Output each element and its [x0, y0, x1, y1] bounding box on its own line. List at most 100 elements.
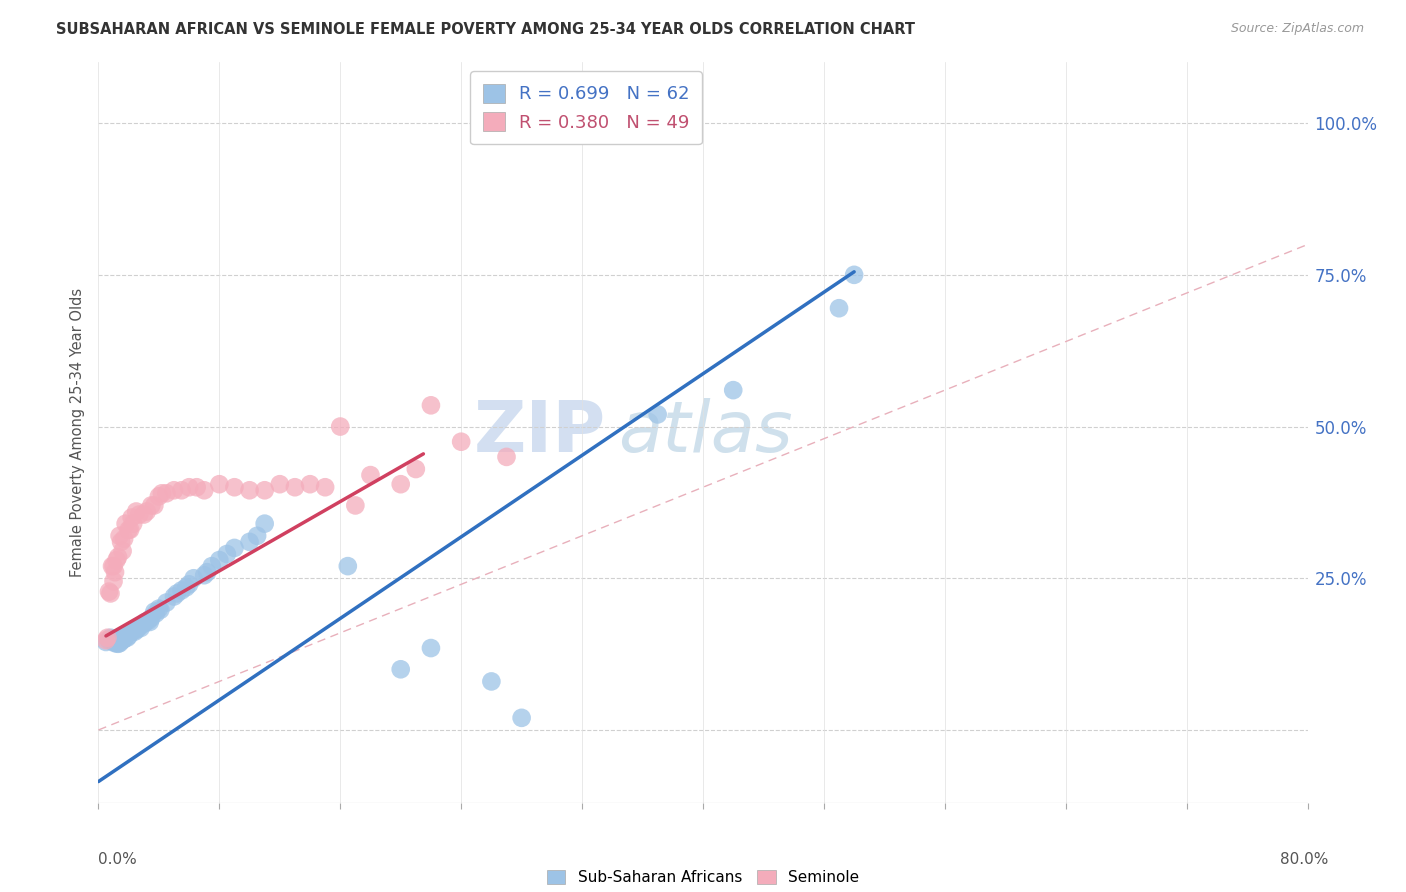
Point [166, 586, 188, 600]
Point [420, 641, 443, 656]
Y-axis label: Female Poverty Among 25-34 Year Olds: Female Poverty Among 25-34 Year Olds [70, 288, 86, 577]
Point [336, 559, 359, 574]
Text: 80.0%: 80.0% [1281, 852, 1329, 867]
Point [107, 549, 129, 564]
Point [723, 383, 745, 397]
Point [115, 631, 138, 645]
Point [174, 580, 197, 594]
Point [110, 633, 132, 648]
Point [510, 711, 533, 725]
Point [98, 633, 121, 648]
Point [111, 631, 134, 645]
Point [314, 480, 336, 494]
Point [128, 508, 150, 522]
Point [828, 301, 851, 316]
Point [134, 615, 156, 629]
Point [269, 477, 291, 491]
Point [121, 510, 143, 524]
Point [170, 483, 193, 498]
Point [344, 499, 367, 513]
Point [100, 631, 122, 645]
Point [112, 532, 135, 546]
Text: ZIP: ZIP [474, 398, 606, 467]
Point [389, 477, 412, 491]
Point [246, 529, 269, 543]
Point [299, 477, 322, 491]
Text: 0.0%: 0.0% [98, 852, 138, 867]
Point [253, 483, 276, 498]
Point [104, 636, 127, 650]
Point [208, 553, 231, 567]
Point [94, 633, 117, 648]
Text: atlas: atlas [619, 398, 793, 467]
Point [179, 577, 201, 591]
Point [215, 547, 238, 561]
Point [105, 633, 128, 648]
Point [163, 590, 186, 604]
Point [239, 534, 262, 549]
Point [132, 616, 155, 631]
Point [420, 398, 443, 412]
Point [148, 601, 170, 615]
Point [114, 516, 136, 531]
Point [100, 586, 122, 600]
Point [149, 603, 172, 617]
Point [122, 623, 145, 637]
Point [143, 605, 166, 619]
Point [107, 637, 129, 651]
Point [125, 623, 148, 637]
Point [98, 584, 121, 599]
Point [155, 595, 177, 609]
Point [103, 633, 125, 648]
Point [108, 529, 131, 543]
Point [284, 480, 307, 494]
Point [141, 611, 163, 625]
Point [150, 486, 173, 500]
Point [193, 483, 215, 498]
Point [186, 480, 208, 494]
Point [239, 483, 262, 498]
Point [125, 504, 148, 518]
Point [329, 419, 352, 434]
Point [118, 523, 141, 537]
Point [170, 583, 193, 598]
Point [111, 633, 134, 648]
Point [183, 571, 205, 585]
Point [103, 559, 125, 574]
Point [481, 674, 503, 689]
Point [107, 635, 129, 649]
Point [94, 635, 117, 649]
Point [128, 620, 150, 634]
Point [112, 632, 135, 646]
Point [110, 534, 132, 549]
Point [139, 615, 162, 629]
Point [136, 614, 159, 628]
Point [179, 480, 201, 494]
Point [135, 504, 157, 518]
Text: SUBSAHARAN AFRICAN VS SEMINOLE FEMALE POVERTY AMONG 25-34 YEAR OLDS CORRELATION : SUBSAHARAN AFRICAN VS SEMINOLE FEMALE PO… [56, 22, 915, 37]
Point [124, 624, 146, 639]
Point [195, 565, 218, 579]
Point [129, 621, 152, 635]
Point [647, 408, 669, 422]
Point [103, 574, 125, 589]
Point [155, 486, 177, 500]
Point [405, 462, 427, 476]
Point [360, 468, 382, 483]
Point [844, 268, 866, 282]
Point [105, 553, 128, 567]
Point [122, 516, 145, 531]
Point [118, 629, 141, 643]
Point [208, 477, 231, 491]
Point [101, 559, 124, 574]
Point [450, 434, 472, 449]
Point [104, 565, 127, 579]
Point [108, 636, 131, 650]
Point [105, 636, 128, 650]
Point [193, 568, 215, 582]
Point [132, 508, 155, 522]
Point [141, 499, 163, 513]
Point [201, 559, 224, 574]
Point [110, 633, 132, 648]
Text: Source: ZipAtlas.com: Source: ZipAtlas.com [1230, 22, 1364, 36]
